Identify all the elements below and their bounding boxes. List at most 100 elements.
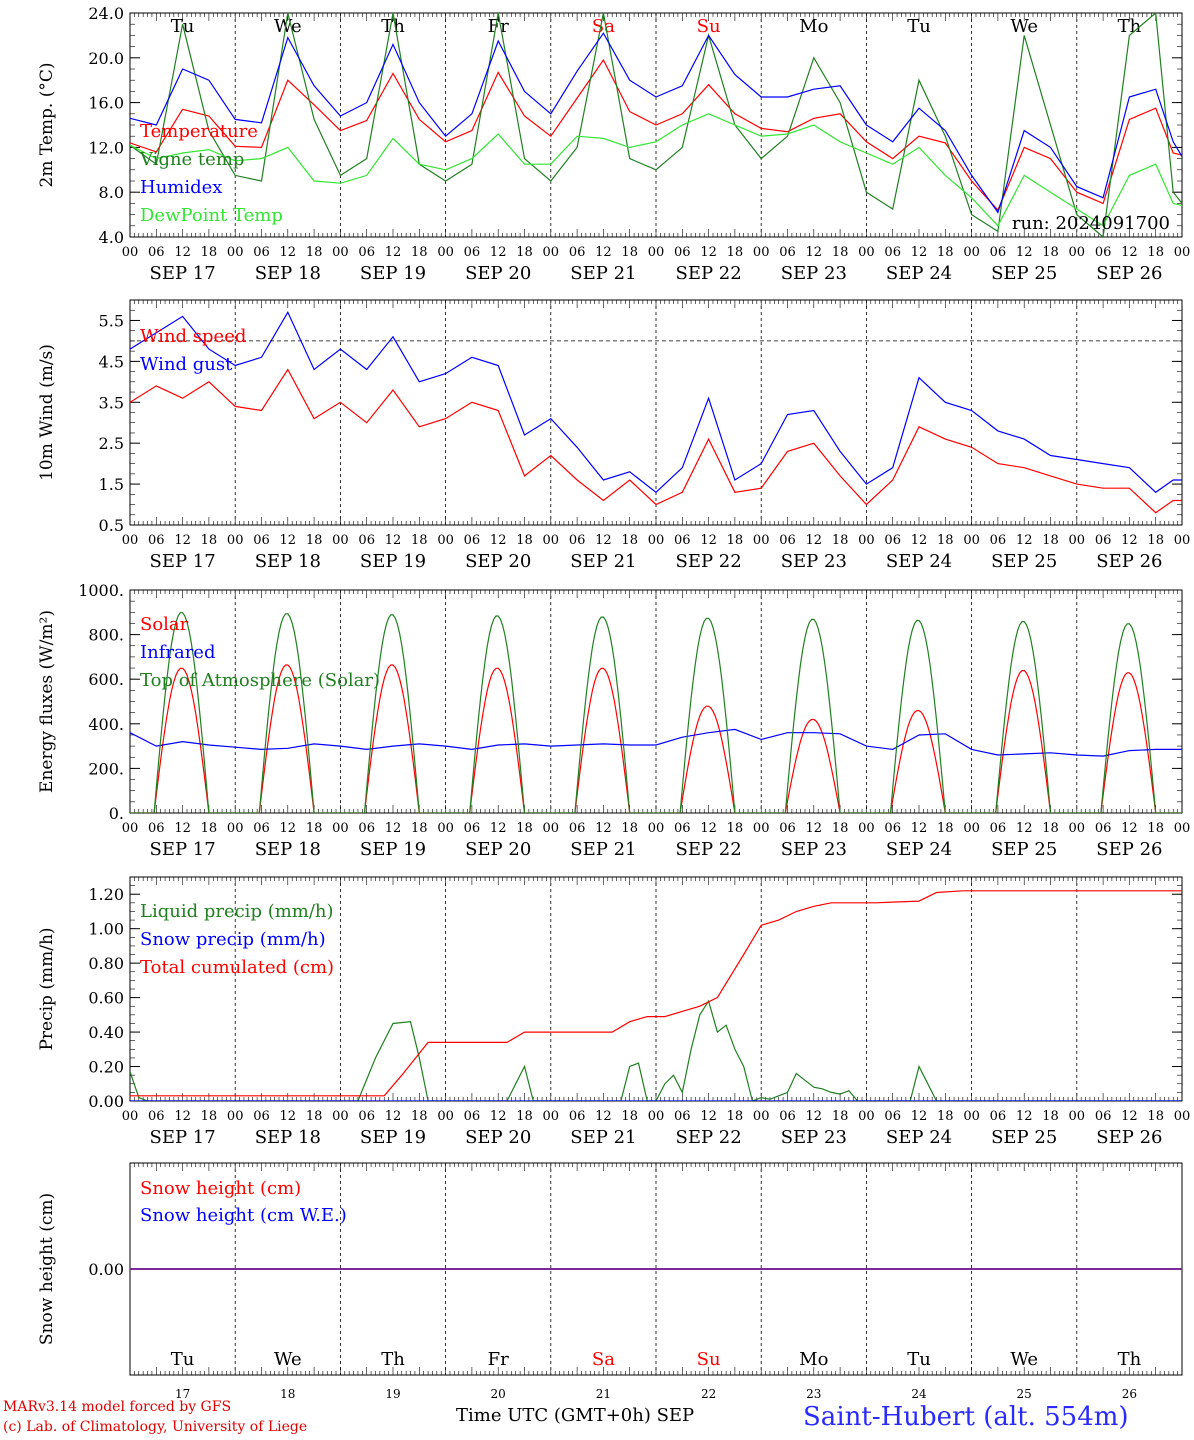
date-label: SEP 17: [149, 839, 215, 860]
date-label: SEP 23: [781, 551, 847, 572]
hour-tick-label: 06: [464, 533, 481, 548]
date-label: SEP 25: [991, 551, 1057, 572]
day-name: Tu: [907, 16, 931, 37]
hour-tick-label: 18: [1147, 245, 1164, 260]
hour-tick-label: 12: [1016, 533, 1033, 548]
hour-tick-label: 00: [753, 533, 770, 548]
legend-entry: Wind speed: [140, 326, 246, 347]
hour-tick-label: 00: [543, 1109, 560, 1124]
series-top-of-atmosphere-solar: [130, 612, 1182, 813]
y-tick-label: 1.00: [88, 920, 124, 939]
hour-tick-label: 00: [332, 245, 349, 260]
hour-tick-label: 00: [437, 245, 454, 260]
date-label: SEP 24: [886, 839, 952, 860]
hour-tick-label: 06: [464, 1109, 481, 1124]
plot-frame: [129, 299, 1183, 526]
hour-tick-label: 12: [490, 1109, 507, 1124]
y-tick-label: 0.80: [88, 954, 124, 973]
date-label: SEP 17: [149, 1127, 215, 1148]
hour-tick-label: 18: [832, 1109, 849, 1124]
bottom-day-name: Fr: [488, 1349, 509, 1370]
hour-tick-label: 18: [621, 533, 638, 548]
hour-tick-label: 00: [753, 821, 770, 836]
series-wind-speed: [130, 368, 1182, 514]
series-liquid-precip-mm-h: [130, 999, 1182, 1101]
hour-tick-label: 12: [700, 533, 717, 548]
hour-tick-label: 12: [174, 533, 191, 548]
date-label: SEP 21: [570, 1127, 636, 1148]
hour-tick-label: 06: [779, 245, 796, 260]
series-dewpoint-temp: [130, 113, 1182, 227]
hour-tick-label: 12: [911, 821, 928, 836]
hour-tick-label: 18: [411, 1109, 428, 1124]
hour-tick-label: 12: [280, 533, 297, 548]
day-number: 26: [1122, 1387, 1137, 1401]
y-tick-label: 800.: [88, 626, 124, 645]
hour-tick-label: 18: [411, 245, 428, 260]
hour-tick-label: 18: [411, 821, 428, 836]
hour-tick-label: 06: [990, 245, 1007, 260]
legend-entry: Snow precip (mm/h): [140, 929, 326, 950]
day-number: 20: [491, 1387, 506, 1401]
legend-entry: Total cumulated (cm): [140, 957, 334, 978]
day-name: We: [1010, 16, 1038, 37]
legend-entry: Liquid precip (mm/h): [140, 901, 334, 922]
date-label: SEP 19: [360, 551, 426, 572]
hour-tick-label: 00: [122, 533, 139, 548]
hour-tick-label: 00: [963, 821, 980, 836]
y-tick-label: 12.0: [88, 138, 124, 157]
hour-tick-label: 06: [674, 245, 691, 260]
hour-tick-label: 06: [1095, 533, 1112, 548]
date-label: SEP 20: [465, 263, 531, 284]
hour-tick-label: 18: [306, 533, 323, 548]
hour-tick-label: 12: [174, 1109, 191, 1124]
date-label: SEP 18: [255, 551, 321, 572]
bottom-day-name: Mo: [799, 1349, 828, 1370]
date-label: SEP 25: [991, 839, 1057, 860]
date-label: SEP 23: [781, 839, 847, 860]
legend-entry: Snow height (cm W.E.): [140, 1205, 347, 1226]
hour-tick-label: 00: [858, 245, 875, 260]
hour-tick-label: 06: [148, 245, 165, 260]
hour-tick-label: 00: [858, 533, 875, 548]
date-label: SEP 22: [675, 1127, 741, 1148]
y-axis-title: Snow height (cm): [37, 1193, 57, 1345]
hour-tick-label: 06: [990, 1109, 1007, 1124]
hour-tick-label: 12: [911, 245, 928, 260]
bottom-day-name: We: [274, 1349, 302, 1370]
hour-tick-label: 06: [253, 245, 270, 260]
date-label: SEP 20: [465, 1127, 531, 1148]
hour-tick-label: 12: [385, 1109, 402, 1124]
hour-tick-label: 00: [332, 1109, 349, 1124]
legend-entry: Temperature: [140, 121, 258, 142]
hour-tick-label: 18: [516, 1109, 533, 1124]
hour-tick-label: 00: [543, 245, 560, 260]
hour-tick-label: 00: [1174, 245, 1191, 260]
y-tick-label: 2.5: [99, 434, 124, 453]
hour-tick-label: 18: [621, 821, 638, 836]
hour-tick-label: 00: [227, 821, 244, 836]
hour-tick-label: 18: [937, 821, 954, 836]
day-number: 17: [175, 1387, 190, 1401]
y-tick-label: 1000.: [78, 581, 124, 600]
hour-tick-label: 18: [1147, 821, 1164, 836]
legend-entry: Humidex: [140, 177, 222, 198]
hour-tick-label: 06: [569, 245, 586, 260]
hour-tick-label: 12: [595, 533, 612, 548]
bottom-day-name: We: [1010, 1349, 1038, 1370]
hour-tick-label: 00: [1174, 821, 1191, 836]
series-solar: [130, 664, 1182, 813]
hour-tick-label: 06: [464, 821, 481, 836]
hour-tick-label: 00: [227, 533, 244, 548]
hour-tick-label: 18: [937, 245, 954, 260]
y-tick-label: 0.20: [88, 1058, 124, 1077]
hour-tick-label: 12: [1016, 1109, 1033, 1124]
hour-tick-label: 12: [385, 245, 402, 260]
day-number: 19: [385, 1387, 400, 1401]
hour-tick-label: 06: [884, 1109, 901, 1124]
date-label: SEP 24: [886, 551, 952, 572]
day-number: 23: [806, 1387, 821, 1401]
hour-tick-label: 00: [1174, 1109, 1191, 1124]
hour-tick-label: 00: [1069, 1109, 1086, 1124]
y-tick-label: 0.00: [88, 1260, 124, 1279]
